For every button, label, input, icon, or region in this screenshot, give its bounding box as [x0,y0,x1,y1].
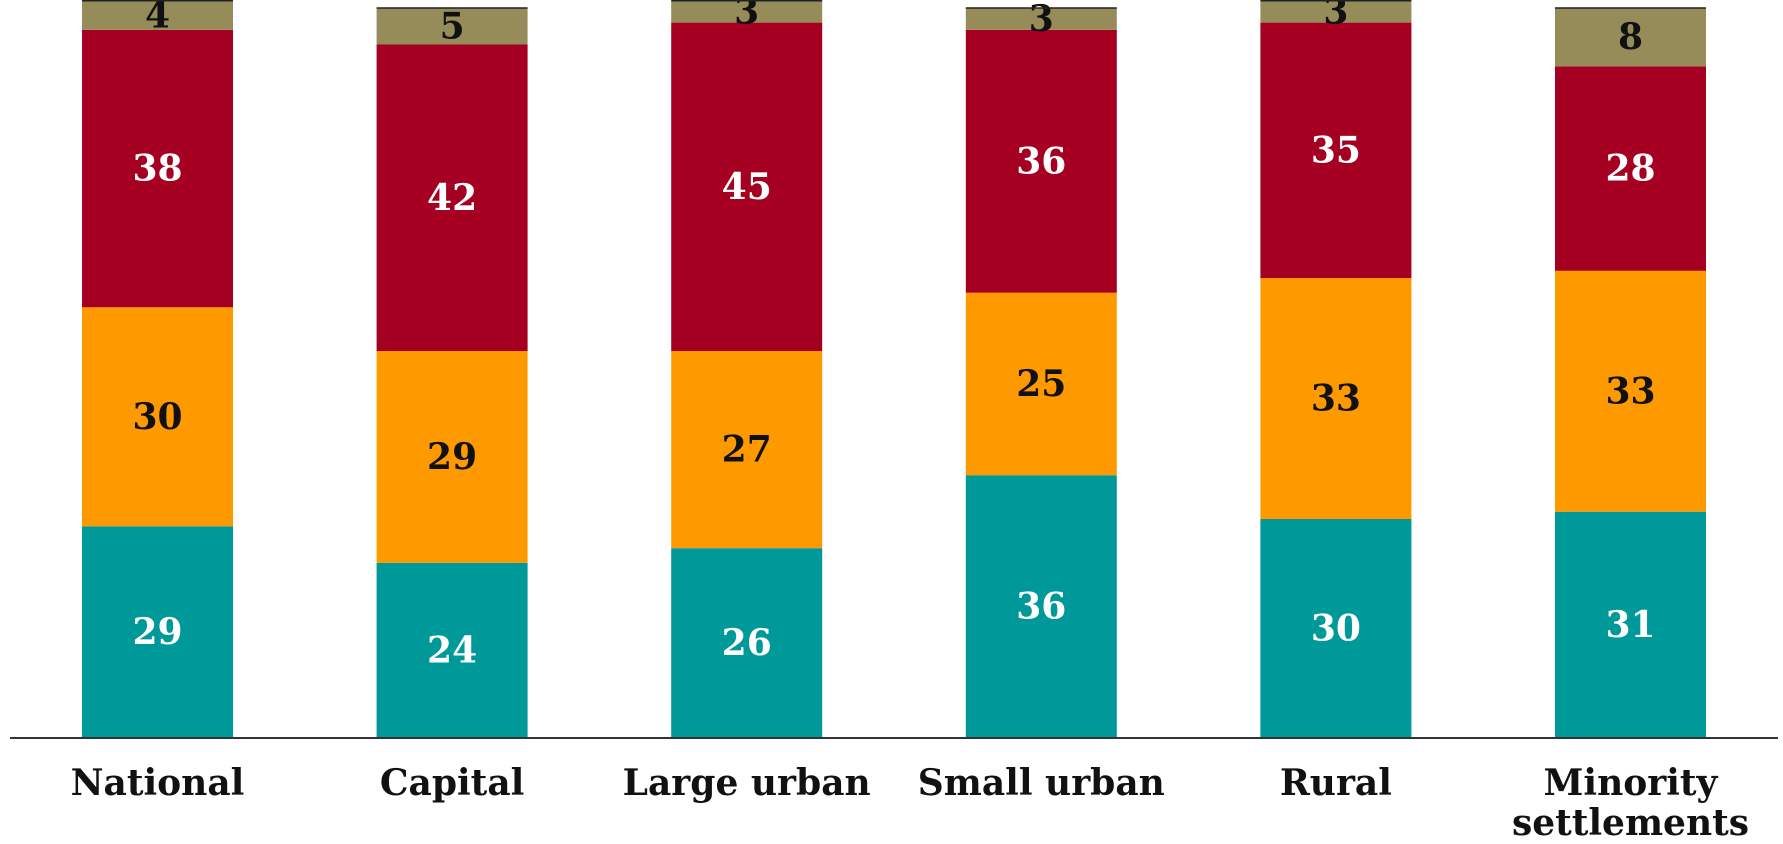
data-label: 36 [1016,140,1066,182]
data-label: 3 [1323,0,1348,33]
data-label: 35 [1311,129,1361,171]
x-tick-label: Large urban [623,762,871,804]
bar-segment [965,475,1117,738]
x-tick-label-line: Rural [1280,762,1392,804]
bar-segment [1260,0,1412,23]
data-label: 30 [132,396,182,438]
data-label: 33 [1605,370,1655,412]
bar-segment [965,29,1117,293]
data-label: 36 [1016,586,1066,628]
bar-segment [376,562,528,738]
bar-segment [1555,8,1706,67]
x-tick-label-line: settlements [1512,802,1749,844]
data-label: 3 [1029,0,1054,40]
bar-segment [82,307,233,527]
bar-segment [82,29,233,308]
data-label: 33 [1311,378,1361,420]
bar-segment [1555,511,1706,738]
bar-segment [82,526,233,738]
bar-segment [376,44,528,352]
bar-segment [376,8,528,45]
x-tick-label-line: Minority [1544,762,1719,804]
bars-group: 29 30 38 4 24 29 42 5 26 27 45 3 36 25 36 3 30 33 35 3 31 33 2… [82,0,1706,738]
x-tick-label: Small urban [918,762,1165,804]
x-tick-label-line: Capital [380,762,524,804]
data-label: 29 [132,611,182,653]
data-label: 5 [440,5,465,47]
x-tick-label-line: Small urban [918,762,1165,804]
bar-segment [82,0,233,30]
bar-segment [1555,270,1706,512]
data-label: 38 [132,148,182,190]
bar-segment [1260,519,1412,738]
data-label: 29 [427,436,477,478]
data-label: 25 [1016,363,1066,405]
x-tick-label-line: National [71,762,245,804]
data-label: 24 [427,629,477,671]
bar-segment [671,351,823,549]
category-labels-group: National Capital Large urban Small urban Rur… [71,762,1749,844]
bar-segment [1555,66,1706,271]
data-label: 26 [722,622,772,664]
bar-segment [1260,278,1412,519]
bar-segment [965,292,1117,476]
bar-segment [671,548,823,738]
bar-segment [671,0,823,23]
data-label: 27 [722,429,772,471]
x-tick-label: Capital [380,762,524,804]
bar-segment [965,8,1117,30]
data-label: 45 [722,166,772,208]
data-label: 42 [427,177,477,219]
bar-segment [1260,22,1412,279]
x-tick-label: National [71,762,245,804]
bar-segment [671,22,823,352]
x-tick-label: Minority settlements [1512,762,1749,844]
data-label: 4 [145,0,170,36]
data-label: 30 [1311,608,1361,650]
x-tick-label: Rural [1280,762,1392,804]
bar-segment [376,351,528,563]
data-label: 28 [1605,148,1655,190]
data-label: 8 [1618,16,1643,58]
data-label: 3 [734,0,759,33]
data-label: 31 [1605,604,1655,646]
x-tick-label-line: Large urban [623,762,871,804]
